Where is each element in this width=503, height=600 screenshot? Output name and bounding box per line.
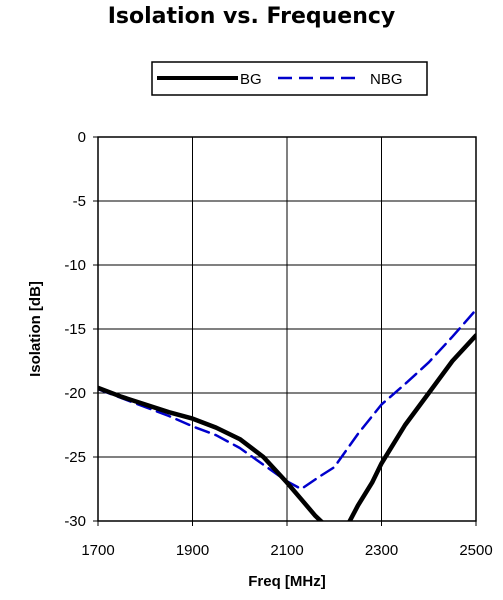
- tick-labels: 0 -5 -10 -15 -20 -25 -30 1700 1900 2100 2300 2500: [64, 129, 492, 559]
- x-tick-label: 2500: [459, 542, 492, 559]
- y-tick-label: -20: [64, 385, 86, 402]
- y-tick-label: -25: [64, 449, 86, 466]
- plot-area-border: [97, 136, 477, 522]
- legend-label-nbg: NBG: [370, 71, 403, 88]
- y-axis-label: Isolation [dB]: [27, 281, 44, 377]
- legend-label-bg: BG: [240, 71, 262, 88]
- legend: BG NBG: [151, 61, 428, 96]
- x-tick-label: 2300: [365, 542, 398, 559]
- x-tick-label: 1700: [81, 542, 114, 559]
- series-layer: [98, 308, 476, 521]
- y-tick-label: -30: [64, 513, 86, 530]
- series-line-bg: [98, 333, 476, 521]
- y-tick-label: 0: [78, 129, 86, 146]
- series-line-nbg: [98, 308, 476, 491]
- chart-title: Isolation vs. Frequency: [107, 4, 396, 29]
- y-tick-label: -15: [64, 321, 86, 338]
- x-axis-label: Freq [MHz]: [248, 573, 326, 590]
- y-tick-label: -5: [73, 193, 86, 210]
- x-tick-label: 2100: [270, 542, 303, 559]
- x-tick-label: 1900: [176, 542, 209, 559]
- grid: [93, 136, 477, 526]
- y-tick-label: -10: [64, 257, 86, 274]
